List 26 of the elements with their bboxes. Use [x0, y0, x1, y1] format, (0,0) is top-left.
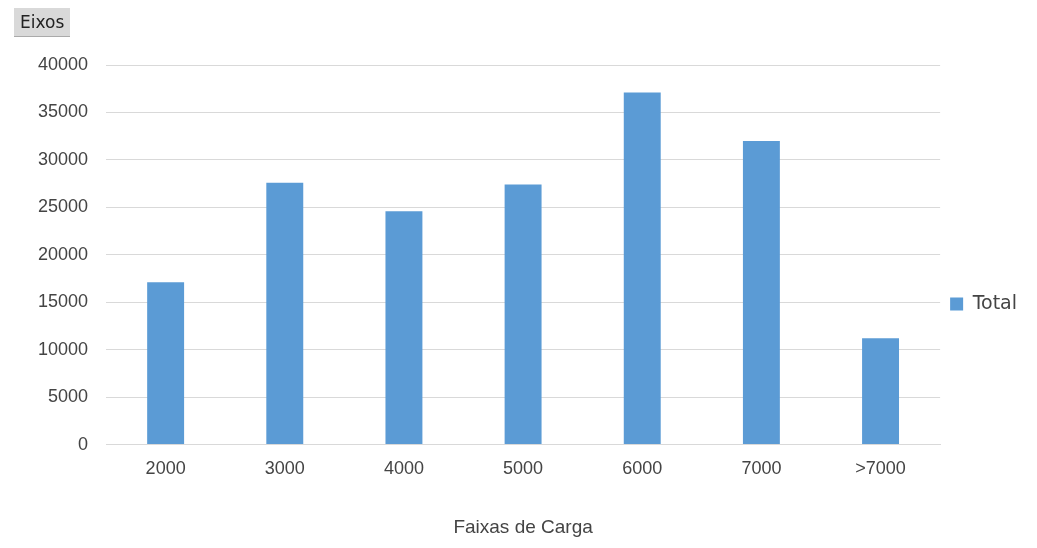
y-tick-label: 30000: [37, 148, 89, 169]
y-tick-label: 0: [78, 433, 89, 454]
y-tick-label: 35000: [37, 101, 89, 122]
x-tick-label: 5000: [503, 458, 544, 479]
bar: [623, 92, 661, 445]
legend-label: Total: [971, 290, 1017, 313]
x-tick-label: 3000: [264, 458, 305, 479]
y-tick-label: 40000: [37, 53, 89, 74]
bar: [385, 211, 423, 445]
y-tick-label: 25000: [37, 196, 89, 217]
bar: [742, 140, 780, 445]
y-tick-label: 5000: [48, 386, 89, 407]
bar: [504, 184, 542, 445]
bar: [266, 182, 304, 445]
x-tick-label: 2000: [145, 458, 186, 479]
y-tick-label: 15000: [37, 291, 89, 312]
x-axis-title: Faixas de Carga: [453, 515, 594, 537]
y-tick-label: 10000: [37, 338, 89, 359]
y-axis-title: Eixos: [14, 8, 71, 37]
y-tick-label: 20000: [37, 243, 89, 264]
x-tick-label: 6000: [622, 458, 663, 479]
bar: [862, 338, 900, 445]
x-tick-label: 7000: [741, 458, 782, 479]
bar: [147, 282, 185, 445]
x-tick-label: 4000: [383, 458, 424, 479]
x-tick-label: >7000: [855, 458, 906, 479]
